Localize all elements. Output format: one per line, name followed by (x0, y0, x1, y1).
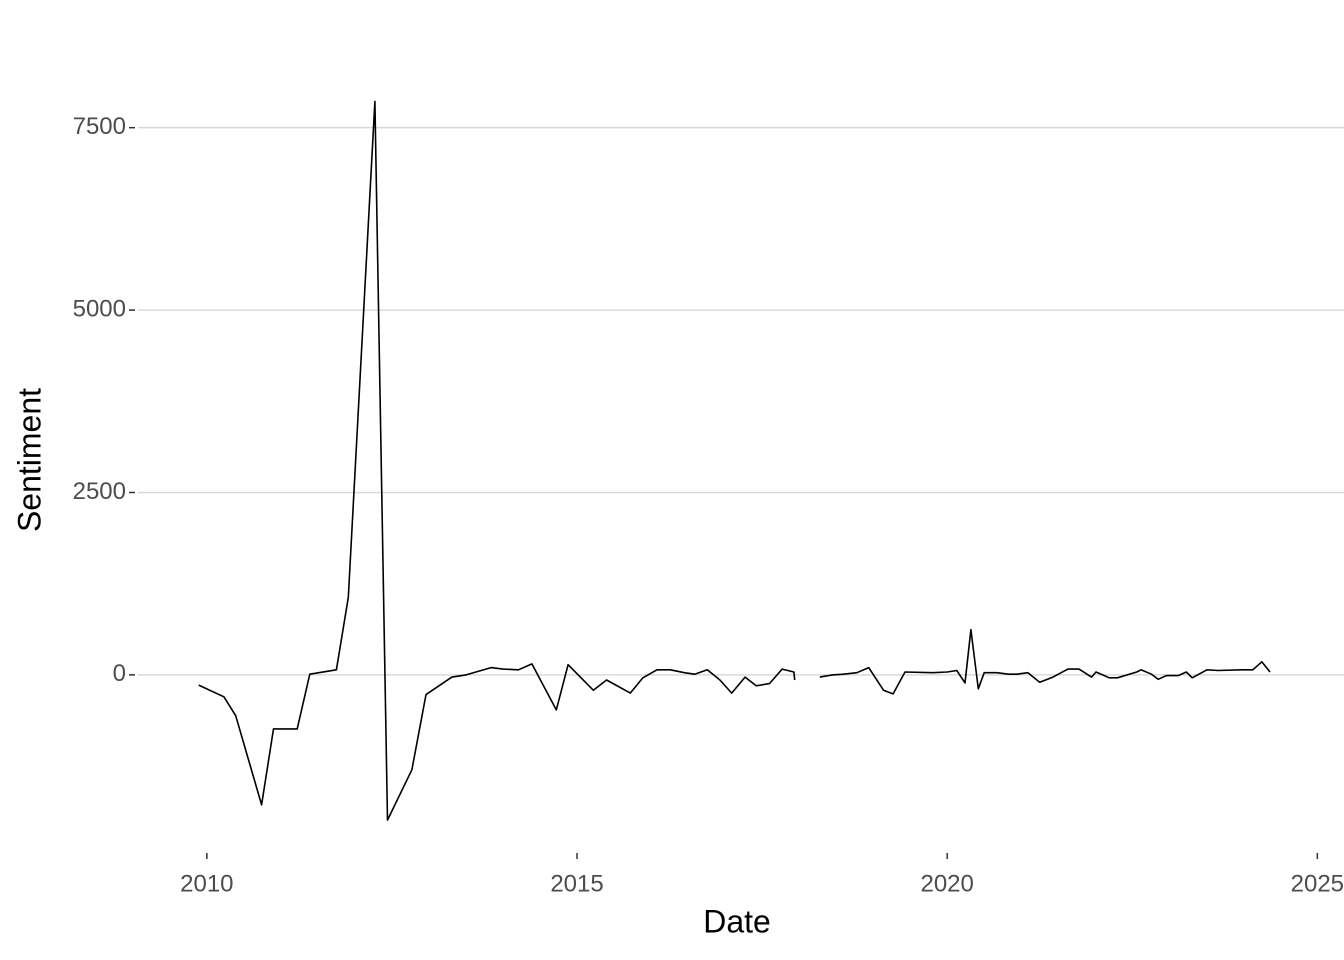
y-axis-title: Sentiment (11, 388, 47, 532)
x-axis-title: Date (703, 903, 771, 939)
y-tick-label: 7500 (73, 113, 126, 140)
x-tick-label: 2010 (180, 870, 233, 897)
y-tick-label: 5000 (73, 295, 126, 322)
y-tick-label: 0 (113, 660, 126, 687)
x-tick-label: 2025 (1291, 870, 1344, 897)
line (198, 100, 1271, 821)
x-tick-label: 2020 (920, 870, 973, 897)
y-tick-label: 2500 (73, 478, 126, 505)
x-tick-label: 2015 (550, 870, 603, 897)
